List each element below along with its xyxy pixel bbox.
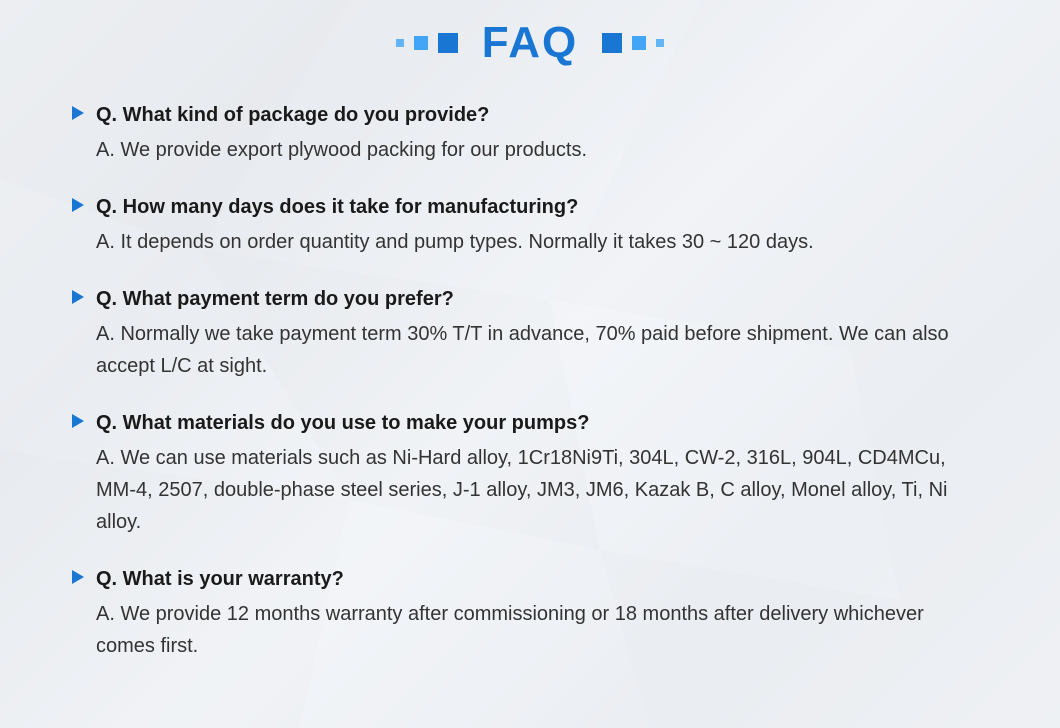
faq-list: Q. What kind of package do you provide? …: [72, 100, 988, 662]
faq-content: Q. What kind of package do you provide? …: [96, 100, 988, 166]
faq-answer: A. We provide 12 months warranty after c…: [96, 598, 988, 662]
faq-item: Q. What kind of package do you provide? …: [72, 100, 988, 166]
faq-item: Q. What payment term do you prefer? A. N…: [72, 284, 988, 382]
decoration-left: [396, 33, 458, 53]
square-small-icon: [396, 39, 404, 47]
bullet-icon: [72, 570, 84, 662]
bullet-icon: [72, 414, 84, 538]
square-large-icon: [602, 33, 622, 53]
faq-content: Q. What materials do you use to make you…: [96, 408, 988, 538]
faq-item: Q. What is your warranty? A. We provide …: [72, 564, 988, 662]
bullet-icon: [72, 198, 84, 258]
faq-question: Q. What is your warranty?: [96, 564, 988, 594]
page-title: FAQ: [482, 18, 578, 68]
faq-answer: A. We can use materials such as Ni-Hard …: [96, 442, 988, 538]
faq-item: Q. How many days does it take for manufa…: [72, 192, 988, 258]
faq-container: FAQ Q. What kind of package do you provi…: [0, 0, 1060, 662]
faq-answer: A. Normally we take payment term 30% T/T…: [96, 318, 988, 382]
square-medium-icon: [632, 36, 646, 50]
faq-content: Q. What is your warranty? A. We provide …: [96, 564, 988, 662]
faq-question: Q. What kind of package do you provide?: [96, 100, 988, 130]
square-medium-icon: [414, 36, 428, 50]
bullet-icon: [72, 290, 84, 382]
square-small-icon: [656, 39, 664, 47]
faq-question: Q. What payment term do you prefer?: [96, 284, 988, 314]
header: FAQ: [72, 0, 988, 100]
bullet-icon: [72, 106, 84, 166]
faq-answer: A. We provide export plywood packing for…: [96, 134, 988, 166]
faq-item: Q. What materials do you use to make you…: [72, 408, 988, 538]
faq-question: Q. What materials do you use to make you…: [96, 408, 988, 438]
faq-content: Q. What payment term do you prefer? A. N…: [96, 284, 988, 382]
faq-question: Q. How many days does it take for manufa…: [96, 192, 988, 222]
faq-content: Q. How many days does it take for manufa…: [96, 192, 988, 258]
faq-answer: A. It depends on order quantity and pump…: [96, 226, 988, 258]
square-large-icon: [438, 33, 458, 53]
decoration-right: [602, 33, 664, 53]
